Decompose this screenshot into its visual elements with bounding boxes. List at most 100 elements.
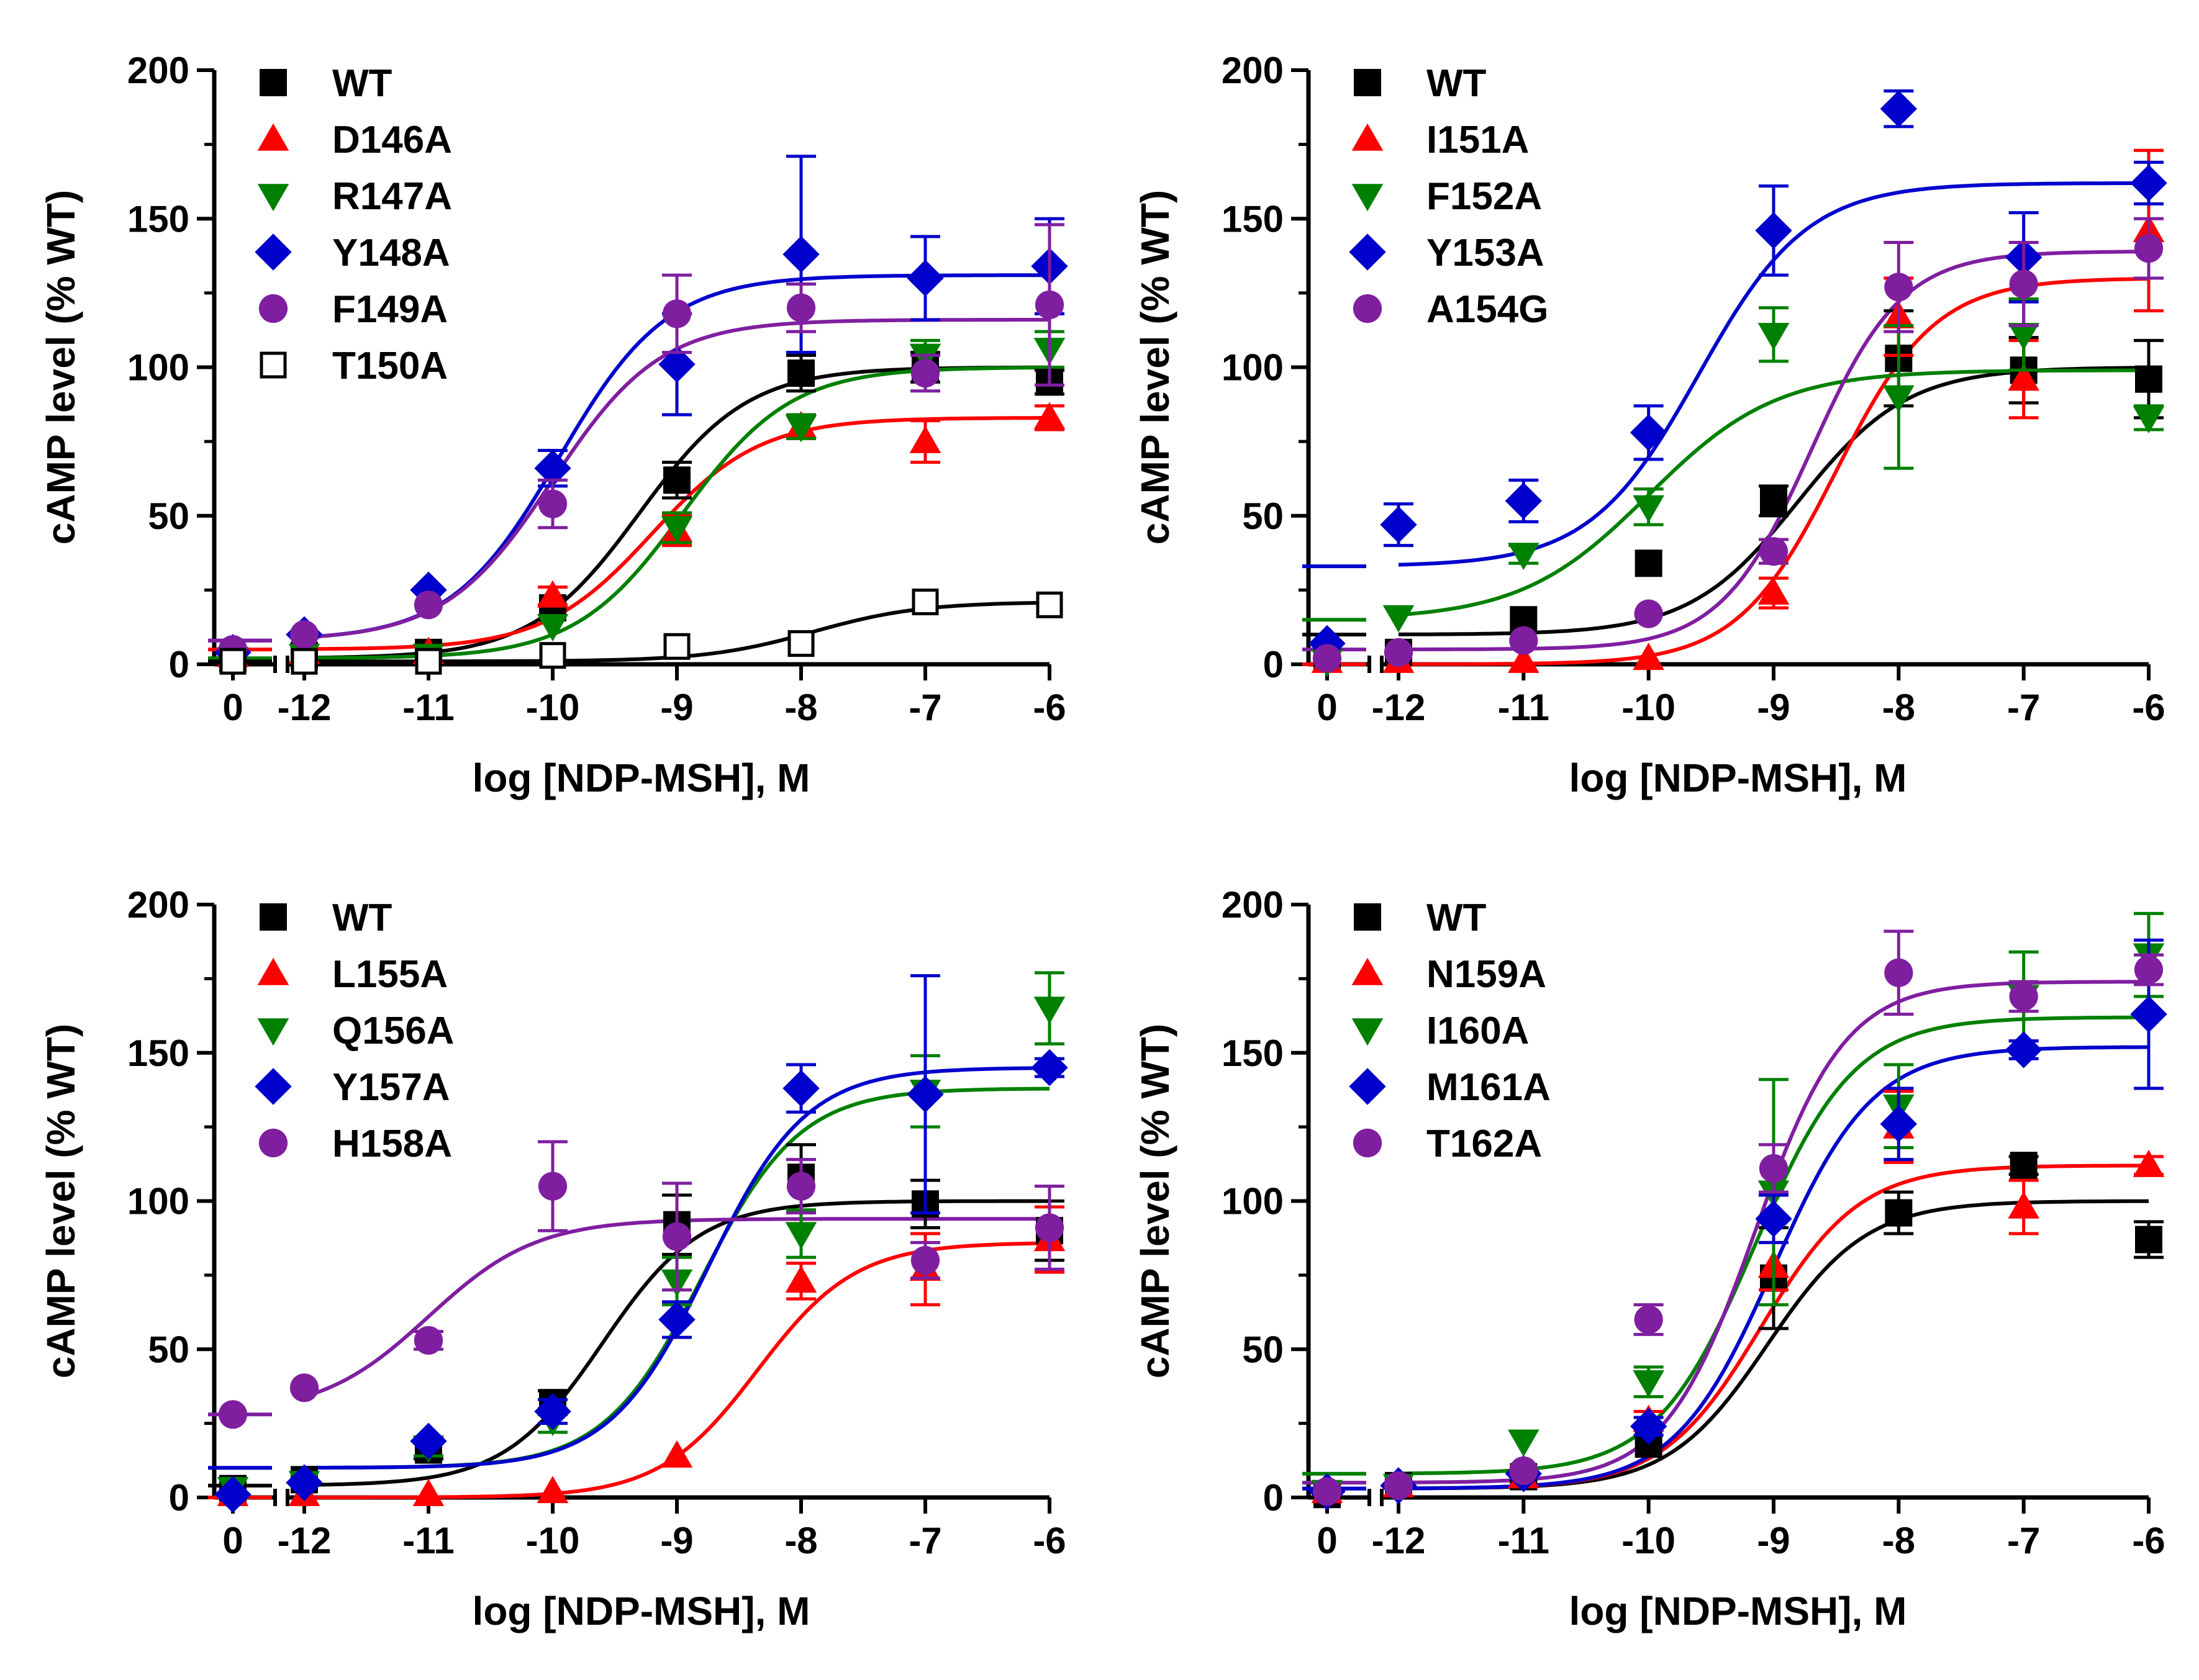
- data-point-F152A: [1382, 605, 1415, 633]
- axes: 0 50 100 150 200 0 -12 -11 -10 -9 -8 -7 -6 log [NDP-M…: [1133, 50, 2165, 800]
- data-point-A154G: [1634, 599, 1663, 628]
- data-point-F149A: [786, 293, 816, 322]
- legend-marker-I160A: [1351, 1018, 1384, 1046]
- data-point-Y157A: [658, 1301, 696, 1339]
- x-tick-label: -10: [526, 1520, 580, 1561]
- legend-label: T162A: [1426, 1122, 1542, 1165]
- x-tick-label: -7: [2007, 1520, 2040, 1561]
- x-tick-label: -7: [909, 1520, 941, 1561]
- legend: WT L155A Q156A Y157A H158A: [255, 896, 454, 1165]
- x-tick-label: -10: [526, 687, 580, 728]
- data-point-N159A: [2133, 1149, 2165, 1177]
- data-point-WT: [1885, 1199, 1913, 1227]
- data-point-I160A: [1633, 1370, 1664, 1398]
- legend-label: WT: [1426, 896, 1487, 939]
- x-tick-label: -11: [402, 687, 454, 728]
- data-point-L155A: [785, 1265, 817, 1293]
- x-tick-label: 0: [222, 1520, 243, 1561]
- data-point-Y153A: [1630, 414, 1667, 451]
- data-point-T150A: [539, 642, 566, 669]
- y-axis-title: cAMP level (% WT): [39, 1024, 83, 1378]
- data-point-M161A: [1630, 1407, 1667, 1445]
- data-point-Y157A: [286, 1464, 323, 1501]
- legend-label: WT: [1426, 62, 1487, 105]
- data-point-T150A: [415, 648, 442, 675]
- axes: 0 50 100 150 200 0 -12 -11 -10 -9 -8 -7 -6 log [NDP-M…: [1133, 884, 2165, 1633]
- legend-marker-D146A: [257, 123, 289, 151]
- data-point-WT: [1760, 487, 1787, 515]
- data-point-T162A: [2134, 955, 2164, 985]
- data-point-WT: [2135, 365, 2162, 393]
- y-tick-label: 200: [1222, 50, 1284, 91]
- legend-label: D146A: [332, 119, 452, 161]
- x-tick-label: -6: [2132, 1520, 2165, 1561]
- legend: WT D146A R147A Y148A F149A T150A: [255, 62, 452, 387]
- data-point-H158A: [1035, 1213, 1064, 1242]
- y-tick-label: 200: [127, 50, 189, 91]
- legend: WT N159A I160A M161A T162A: [1349, 896, 1551, 1165]
- y-axis-title: cAMP level (% WT): [1133, 190, 1177, 544]
- data-point-T162A: [1759, 1154, 1789, 1183]
- data-point-Y157A: [782, 1070, 820, 1107]
- data-point-Y157A: [410, 1422, 447, 1460]
- data-point-WT: [2135, 1226, 2162, 1253]
- data-point-WT: [787, 359, 815, 387]
- x-tick-label: 0: [1317, 687, 1337, 728]
- series-Y157A: [214, 974, 1068, 1513]
- data-point-L155A: [537, 1476, 569, 1504]
- legend-marker-A154G: [1353, 294, 1382, 323]
- legend-label: H158A: [332, 1122, 452, 1165]
- data-point-R147A: [661, 516, 693, 544]
- series-H158A: [218, 1140, 1064, 1429]
- x-axis-title: log [NDP-MSH], M: [1569, 756, 1907, 800]
- data-point-Y148A: [658, 346, 696, 383]
- data-point-A154G: [1509, 626, 1538, 655]
- data-point-F149A: [538, 489, 568, 518]
- data-point-T150A: [663, 633, 691, 660]
- x-tick-label: -7: [2007, 687, 2040, 728]
- x-tick-label: -9: [660, 1520, 693, 1561]
- x-tick-label: -9: [660, 687, 693, 728]
- data-point-F152A: [2008, 323, 2039, 351]
- y-tick-label: 150: [1222, 1032, 1284, 1074]
- data-point-H158A: [414, 1325, 443, 1355]
- data-point-I151A: [1508, 645, 1539, 673]
- y-tick-label: 0: [169, 644, 189, 685]
- data-point-L155A: [661, 1440, 693, 1468]
- data-point-F152A: [1508, 543, 1539, 571]
- legend-marker-I151A: [1351, 123, 1384, 151]
- legend-label: L155A: [332, 953, 448, 996]
- y-tick-label: 100: [127, 1181, 189, 1222]
- series-T150A: [219, 589, 1063, 675]
- y-tick-label: 0: [1263, 1477, 1284, 1519]
- data-point-Y157A: [907, 1075, 944, 1113]
- data-point-WT: [1635, 549, 1662, 577]
- data-point-Y148A: [907, 260, 944, 297]
- data-point-D146A: [909, 425, 941, 453]
- y-tick-label: 150: [127, 1032, 189, 1074]
- data-point-A154G: [2134, 234, 2164, 263]
- legend-marker-T162A: [1353, 1128, 1382, 1158]
- series-L155A: [217, 1205, 1066, 1506]
- data-point-Q156A: [1033, 996, 1066, 1024]
- y-tick-label: 150: [1222, 198, 1284, 240]
- data-point-F152A: [1883, 385, 1915, 413]
- legend-marker-Y157A: [255, 1068, 292, 1105]
- y-tick-label: 100: [1222, 1181, 1284, 1222]
- y-tick-label: 150: [127, 198, 189, 240]
- y-tick-label: 200: [1222, 884, 1284, 926]
- data-point-Y148A: [782, 235, 820, 273]
- legend-marker-WT: [1354, 903, 1381, 931]
- legend-marker-T150A: [260, 351, 287, 379]
- x-tick-label: -8: [784, 1520, 817, 1561]
- data-point-A154G: [1384, 638, 1413, 667]
- data-point-A154G: [1312, 644, 1342, 673]
- y-axis-title: cAMP level (% WT): [39, 190, 83, 544]
- data-point-F152A: [1757, 323, 1790, 351]
- data-point-M161A: [2130, 995, 2167, 1033]
- y-tick-label: 100: [1222, 347, 1284, 389]
- legend-marker-R147A: [257, 184, 289, 212]
- legend-label: F149A: [332, 288, 448, 331]
- x-tick-label: -10: [1621, 1520, 1675, 1561]
- y-axis-title: cAMP level (% WT): [1133, 1024, 1177, 1378]
